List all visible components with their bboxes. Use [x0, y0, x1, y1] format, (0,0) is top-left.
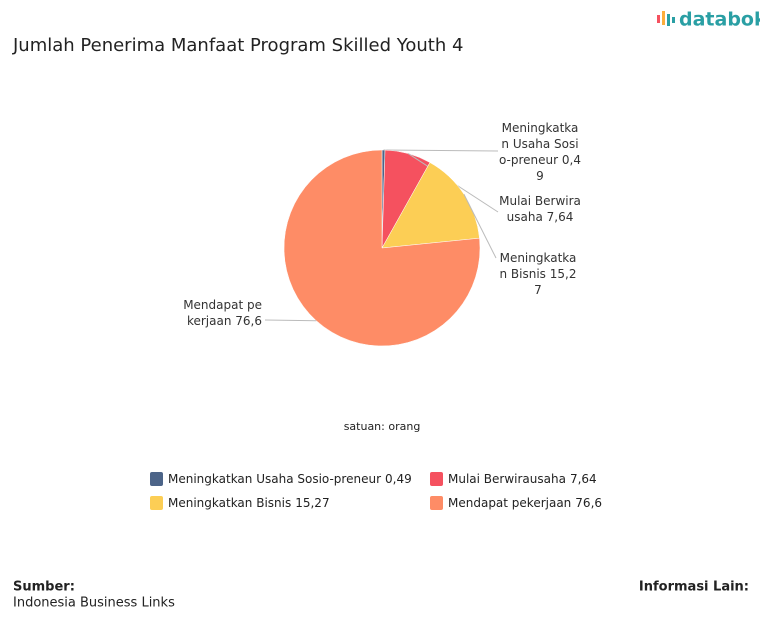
legend-entry: Meningkatkan Usaha Sosio-preneur 0,49: [168, 472, 412, 486]
legend-entry: Mendapat pekerjaan 76,6: [448, 496, 602, 510]
legend-name: Mulai Berwirausaha: [448, 472, 566, 486]
legend-value: 76,6: [575, 496, 602, 510]
chart-title: Jumlah Penerima Manfaat Program Skilled …: [12, 35, 463, 56]
legend-swatch: [150, 472, 163, 486]
slice-label: Meningkatkan Usaha Sosio-preneur 0,49: [498, 120, 582, 184]
slice-label-value: 15,27: [534, 267, 577, 297]
source: Indonesia Business Links: [13, 596, 175, 611]
slice-label-name: Meningkatkan Usaha Sosio-preneur: [498, 121, 579, 167]
info-label: Informasi Lain:: [639, 580, 749, 595]
source-label: Sumber:: [13, 580, 75, 595]
pie: [264, 149, 499, 347]
slice-label-name: Mulai Berwirausaha: [499, 194, 581, 224]
leader-line: [264, 319, 317, 322]
legend-value: 0,49: [385, 472, 412, 486]
slice-label-name: Meningkatkan Bisnis: [499, 251, 577, 281]
legend-swatch: [430, 496, 443, 510]
legend-swatch: [150, 496, 163, 510]
legend-swatch: [430, 472, 443, 486]
legend-value: 7,64: [570, 472, 597, 486]
legend-name: Mendapat pekerjaan: [448, 496, 571, 510]
legend-name: Meningkatkan Bisnis: [168, 496, 291, 510]
slice-label: Mulai Berwirausaha 7,64: [498, 193, 582, 225]
leader-line: [463, 194, 497, 259]
legend: Meningkatkan Usaha Sosio-preneur 0,49 Mula…: [150, 472, 602, 510]
legend-name: Meningkatkan Usaha Sosio-preneur: [168, 472, 381, 486]
brand: databoks: [679, 9, 760, 31]
legend-entry: Mulai Berwirausaha 7,64: [448, 472, 597, 486]
slice-label-name: Mendapat pekerjaan: [183, 298, 262, 328]
logo: databoks: [657, 9, 760, 31]
slice-label-value: 7,64: [546, 210, 574, 224]
note: satuan: orang: [344, 420, 421, 433]
slice-label-value: 76,6: [235, 314, 262, 328]
slice-label: Meningkatkan Bisnis 15,27: [496, 250, 580, 298]
slice-label: Mendapat pekerjaan 76,6: [178, 297, 262, 329]
legend-entry: Meningkatkan Bisnis 15,27: [168, 496, 330, 510]
slice-label-value: 0,49: [536, 153, 581, 183]
legend-value: 15,27: [295, 496, 329, 510]
leader-line: [383, 149, 499, 152]
